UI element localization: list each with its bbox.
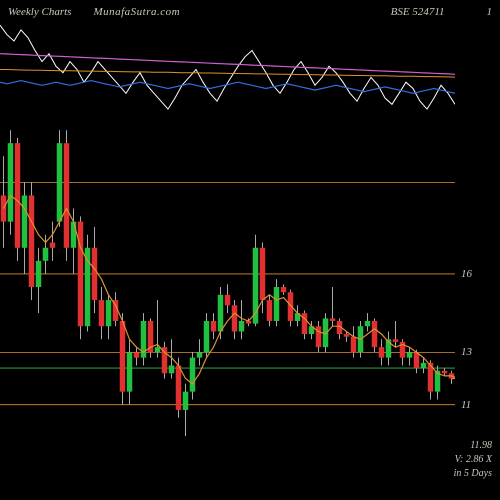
chart-symbol: BSE 524711 [391,6,445,18]
chart-title: Weekly Charts [8,6,71,18]
price-axis-label: 16 [461,268,472,280]
period-info: in 5 Days [454,468,492,479]
volume-info: V: 2.86 X [455,454,492,465]
chart-page: 1 [487,6,493,18]
last-price: 11.98 [470,440,492,451]
price-axis-label: 13 [461,346,472,358]
chart-source: MunafaSutra.com [93,6,180,18]
price-axis-label: 11 [461,399,471,411]
price-panel [0,117,455,457]
chart-header: Weekly Charts MunafaSutra.com BSE 524711… [0,6,500,18]
indicator-panel [0,22,455,117]
